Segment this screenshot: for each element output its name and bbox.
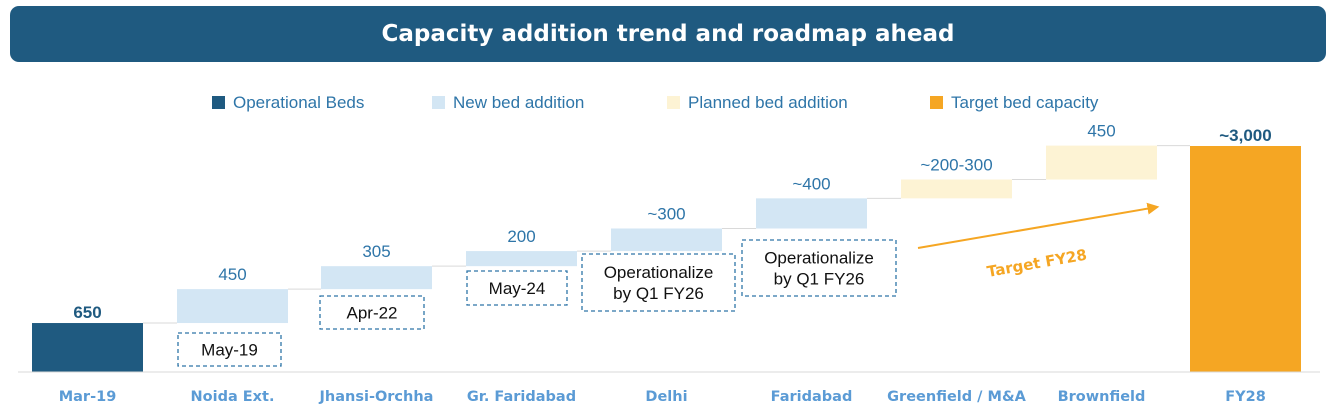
value-label-3: 200 [507,227,535,246]
category-label-4: Delhi [645,389,687,405]
note-text-2-0: Apr-22 [346,304,397,323]
legend-label-0: Operational Beds [233,93,364,112]
value-label-7: 450 [1087,122,1115,141]
title-bar: Capacity addition trend and roadmap ahea… [10,6,1326,62]
chart-title: Capacity addition trend and roadmap ahea… [381,21,955,47]
category-label-3: Gr. Faridabad [467,389,576,405]
target-arrow [917,202,1160,249]
bar-5 [756,198,867,229]
legend-swatch-0 [212,96,225,109]
note-box-4 [581,253,736,312]
value-labels: 650 450 305 200 ~300 ~400 ~200-300 450 ~3,000 [73,122,1271,322]
bars [18,145,1320,373]
legend-label-2: Planned bed addition [688,93,848,112]
annotation-label: Target FY28 [986,246,1089,281]
value-label-2: 305 [362,242,390,261]
value-label-0: 650 [73,303,101,322]
bar-2 [321,266,432,290]
legend-label-3: Target bed capacity [951,93,1099,112]
note-box-1 [177,332,282,367]
category-label-2: Jhansi-Orchha [319,389,434,405]
bar-0 [32,323,143,372]
category-label-5: Faridabad [771,389,853,405]
category-label-6: Greenfield / M&A [887,389,1026,405]
bar-3 [466,251,577,267]
note-text-4-1: by Q1 FY26 [613,284,704,303]
note-box-3 [466,270,568,306]
category-label-1: Noida Ext. [191,389,275,405]
notes: May-19 Apr-22 May-24 Operationalize by Q1 FY… [177,239,897,367]
note-text-4-0: Operationalize [604,263,714,282]
bar-8 [1190,146,1301,372]
legend-swatch-1 [432,96,445,109]
bar-4 [611,228,722,252]
note-box-5 [741,239,897,297]
note-text-1-0: May-19 [201,341,258,360]
bar-6 [901,179,1012,199]
note-text-3-0: May-24 [489,279,546,298]
value-label-6: ~200-300 [920,156,992,175]
legend-label-1: New bed addition [453,93,584,112]
legend: Operational Beds New bed addition Planned … [212,93,1099,112]
category-label-7: Brownfield [1058,389,1146,405]
note-text-5-0: Operationalize [764,249,874,268]
annotation: Target FY28 [917,202,1160,281]
value-label-8: ~3,000 [1219,126,1271,145]
category-label-8: FY28 [1225,389,1266,405]
note-box-2 [319,295,425,330]
value-label-5: ~400 [792,174,830,193]
bar-7 [1046,145,1157,180]
category-label-0: Mar-19 [59,389,117,405]
note-text-5-1: by Q1 FY26 [774,270,865,289]
legend-swatch-2 [667,96,680,109]
legend-swatch-3 [930,96,943,109]
category-labels: Mar-19 Noida Ext. Jhansi-Orchha Gr. Faridab… [59,389,1266,405]
value-label-4: ~300 [647,204,685,223]
value-label-1: 450 [218,265,246,284]
bar-1 [177,289,288,324]
